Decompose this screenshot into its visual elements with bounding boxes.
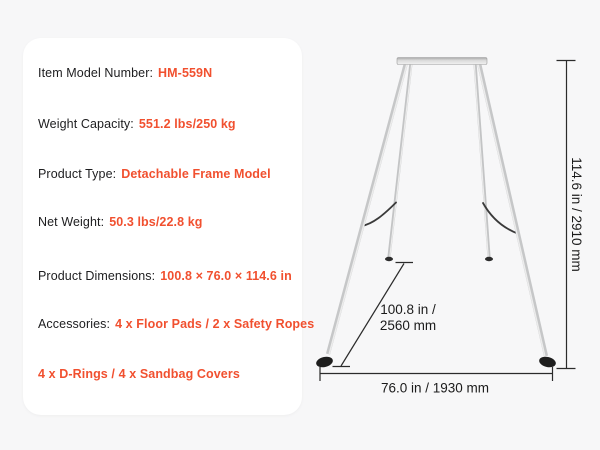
spec-row-item-model-number: Item Model Number: HM-559N [38, 65, 296, 81]
spec-value: 4 x Floor Pads / 2 x Safety Ropes [115, 316, 315, 331]
front-left-leg-highlight [328, 62, 408, 355]
rear-left-foot-pad [385, 256, 393, 262]
diagonal-dimension-label-line1: 100.8 in / [380, 302, 436, 317]
front-right-leg-highlight [477, 62, 546, 357]
diagonal-dimension-line [332, 261, 413, 368]
stand-front-legs [316, 62, 556, 368]
spec-value: HM-559N [158, 65, 213, 80]
spec-value: 551.2 lbs/250 kg [138, 116, 236, 131]
spec-value: 50.3 lbs/22.8 kg [109, 214, 203, 229]
rear-right-leg [473, 62, 491, 258]
spec-row-product-type: Product Type: Detachable Frame Model [38, 166, 296, 182]
rear-right-leg-highlight [473, 62, 489, 258]
stand-rear-legs [385, 62, 493, 262]
spec-label: Item Model Number: [38, 65, 154, 80]
diagonal-dimension-label-line2: 2560 mm [380, 318, 436, 333]
width-dimension-line [319, 367, 554, 381]
spec-value: 4 x D-Rings / 4 x Sandbag Covers [38, 367, 240, 381]
stand-top-bar [396, 57, 488, 65]
height-dimension-label: 114.6 in / 2910 mm [569, 157, 584, 272]
spec-card: Item Model Number: HM-559N Weight Capacit… [23, 38, 314, 415]
rear-right-foot-pad [485, 256, 493, 262]
diagonal-dimension-extent [340, 263, 405, 367]
spec-value: 100.8 × 76.0 × 114.6 in [160, 268, 292, 283]
spec-row-product-dimensions: Product Dimensions: 100.8 × 76.0 × 114.6 … [38, 268, 296, 284]
safety-rope-right [482, 202, 520, 235]
spec-label: Accessories: [38, 316, 111, 331]
width-dimension-label: 76.0 in / 1930 mm [381, 381, 489, 396]
front-right-leg [476, 62, 549, 357]
spec-label: Net Weight: [38, 214, 105, 229]
spec-label: Weight Capacity: [38, 116, 134, 131]
rear-left-leg [387, 62, 413, 258]
front-left-leg [325, 62, 409, 355]
rear-left-leg-highlight [389, 62, 413, 258]
height-dimension-line [556, 59, 576, 370]
spec-label: Product Dimensions: [38, 268, 156, 283]
front-right-foot-pad [539, 356, 556, 368]
spec-row-weight-capacity: Weight Capacity: 551.2 lbs/250 kg [38, 116, 296, 132]
spec-value: Detachable Frame Model [121, 167, 271, 181]
front-left-foot-pad [316, 356, 333, 368]
spec-row-accessories: Accessories: 4 x Floor Pads / 2 x Safety … [38, 316, 314, 332]
spec-row-accessories-continued: 4 x D-Rings / 4 x Sandbag Covers [38, 366, 296, 382]
spec-label: Product Type: [38, 167, 117, 181]
spec-row-net-weight: Net Weight: 50.3 lbs/22.8 kg [38, 214, 296, 230]
